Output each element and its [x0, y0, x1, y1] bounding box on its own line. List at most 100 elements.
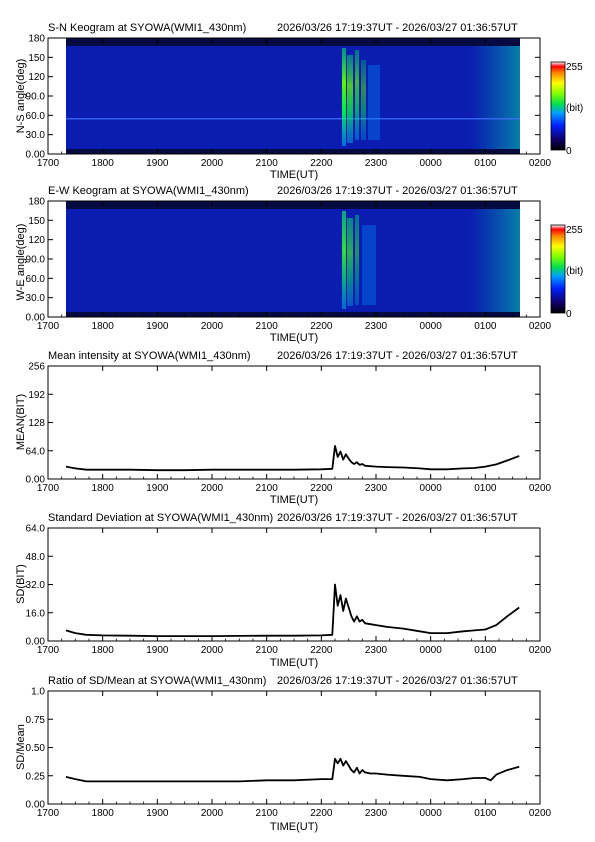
- y-tick-label: 0.00: [26, 475, 46, 486]
- y-tick-label: 180: [28, 197, 45, 208]
- sd-title: Standard Deviation at SYOWA(WMI1_430nm): [48, 512, 273, 524]
- x-tick-label: 2200: [310, 483, 333, 494]
- sd-panel: Standard Deviation at SYOWA(WMI1_430nm) …: [15, 512, 552, 669]
- ew-keogram-background: [66, 201, 520, 317]
- x-tick-label: 2300: [365, 158, 388, 169]
- y-tick-label: 150: [28, 53, 45, 64]
- sn-colorbar-max: 255: [566, 62, 583, 73]
- y-tick-label: 192: [28, 390, 45, 401]
- y-tick-label: 120: [28, 235, 45, 246]
- x-tick-label: 1700: [37, 483, 60, 494]
- series-line: [65, 757, 520, 783]
- mean-title: Mean intensity at SYOWA(WMI1_430nm): [48, 350, 251, 362]
- x-tick-label: 0000: [420, 808, 443, 819]
- x-tick-label: 2200: [310, 158, 333, 169]
- y-tick-label: 0.50: [26, 743, 46, 754]
- sn-keogram-stripe: [66, 118, 520, 120]
- mean-subtitle: 2026/03/26 17:19:37UT - 2026/03/27 01:36…: [277, 350, 518, 362]
- ew-keogram-dawn-glow: [470, 209, 520, 312]
- x-tick-label: 1800: [92, 645, 115, 656]
- x-tick-label: 2100: [256, 645, 279, 656]
- y-tick-label: 0.00: [26, 800, 46, 811]
- x-tick-label: 0200: [529, 483, 552, 494]
- x-tick-label: 0200: [529, 158, 552, 169]
- sn-keogram-colorbar: [550, 61, 566, 151]
- sn-keogram-image: [66, 38, 520, 154]
- y-tick-label: 30.0: [26, 293, 46, 304]
- x-tick-label: 2000: [201, 321, 224, 332]
- x-tick-label: 0000: [420, 645, 443, 656]
- x-tick-label: 2000: [201, 483, 224, 494]
- ew-keogram-band-2: [347, 218, 353, 306]
- ratio-xlabel: TIME(UT): [270, 821, 318, 833]
- sn-keogram-band-5: [368, 65, 380, 140]
- sd-ylabel: SD(BIT): [15, 564, 27, 604]
- ew-keogram-bottom-dark: [66, 312, 520, 317]
- x-tick-label: 2300: [365, 321, 388, 332]
- series-line: [65, 583, 520, 637]
- x-tick-label: 2000: [201, 158, 224, 169]
- sn-keogram-background: [66, 38, 520, 154]
- x-tick-label: 1900: [146, 808, 169, 819]
- sn-keogram-ylabel: N-S angle(deg): [15, 59, 27, 134]
- x-tick-label: 2300: [365, 483, 388, 494]
- y-tick-label: 48.0: [26, 552, 46, 563]
- ew-keogram-top-dark: [66, 201, 520, 209]
- y-tick-label: 0.75: [26, 715, 46, 726]
- ratio-title: Ratio of SD/Mean at SYOWA(WMI1_430nm): [48, 675, 266, 687]
- y-tick-label: 1.0: [31, 687, 45, 698]
- y-tick-label: 90.0: [26, 255, 46, 266]
- ratio-ylabel: SD/Mean: [15, 724, 27, 770]
- sn-keogram-subtitle: 2026/03/26 17:19:37UT - 2026/03/27 01:36…: [277, 22, 518, 34]
- x-tick-label: 0000: [420, 483, 443, 494]
- ew-keogram-title: E-W Keogram at SYOWA(WMI1_430nm): [48, 185, 249, 197]
- x-tick-label: 2200: [310, 321, 333, 332]
- y-tick-label: 256: [28, 362, 45, 373]
- y-tick-label: 0.00: [26, 637, 46, 648]
- sn-keogram-panel: S-N Keogram at SYOWA(WMI1_430nm) 2026/03…: [15, 22, 583, 181]
- x-tick-label: 0000: [420, 158, 443, 169]
- mean-frame: [47, 365, 541, 480]
- sd-xlabel: TIME(UT): [270, 657, 318, 669]
- y-tick-label: 0.25: [26, 771, 46, 782]
- x-tick-label: 2000: [201, 645, 224, 656]
- x-tick-label: 0200: [529, 645, 552, 656]
- x-tick-label: 0100: [474, 808, 497, 819]
- x-tick-label: 0100: [474, 321, 497, 332]
- y-tick-label: 180: [28, 34, 45, 45]
- x-tick-label: 2100: [256, 158, 279, 169]
- y-tick-label: 64.0: [26, 446, 46, 457]
- ew-keogram-band-4: [362, 225, 376, 305]
- y-tick-label: 90.0: [26, 92, 46, 103]
- x-tick-label: 2300: [365, 645, 388, 656]
- y-tick-label: 0.00: [26, 313, 46, 324]
- x-tick-label: 0100: [474, 645, 497, 656]
- sn-keogram-band-3: [355, 50, 359, 140]
- x-tick-label: 1900: [146, 483, 169, 494]
- x-tick-label: 1700: [37, 645, 60, 656]
- sn-keogram-dawn-glow: [470, 46, 520, 149]
- sn-keogram-xlabel: TIME(UT): [270, 169, 318, 181]
- x-tick-label: 0200: [529, 808, 552, 819]
- ew-keogram-band-1: [342, 211, 346, 309]
- x-tick-label: 1900: [146, 321, 169, 332]
- x-tick-label: 1800: [92, 483, 115, 494]
- ew-keogram-xlabel: TIME(UT): [270, 332, 318, 344]
- x-tick-label: 0100: [474, 158, 497, 169]
- y-tick-label: 0.00: [26, 150, 46, 161]
- ew-colorbar-max: 255: [566, 225, 583, 236]
- y-tick-label: 60.0: [26, 111, 46, 122]
- x-tick-label: 0200: [529, 321, 552, 332]
- x-tick-label: 0100: [474, 483, 497, 494]
- sn-colorbar-min: 0: [566, 146, 572, 157]
- sn-colorbar-unit: (bit): [566, 103, 583, 114]
- sn-keogram-band-1: [342, 48, 346, 146]
- y-tick-label: 16.0: [26, 608, 46, 619]
- ew-keogram-subtitle: 2026/03/26 17:19:37UT - 2026/03/27 01:36…: [277, 185, 518, 197]
- x-tick-label: 1900: [146, 158, 169, 169]
- mean-ylabel: MEAN(BIT): [15, 394, 27, 450]
- x-tick-label: 1900: [146, 645, 169, 656]
- x-tick-label: 2300: [365, 808, 388, 819]
- x-tick-label: 1700: [37, 808, 60, 819]
